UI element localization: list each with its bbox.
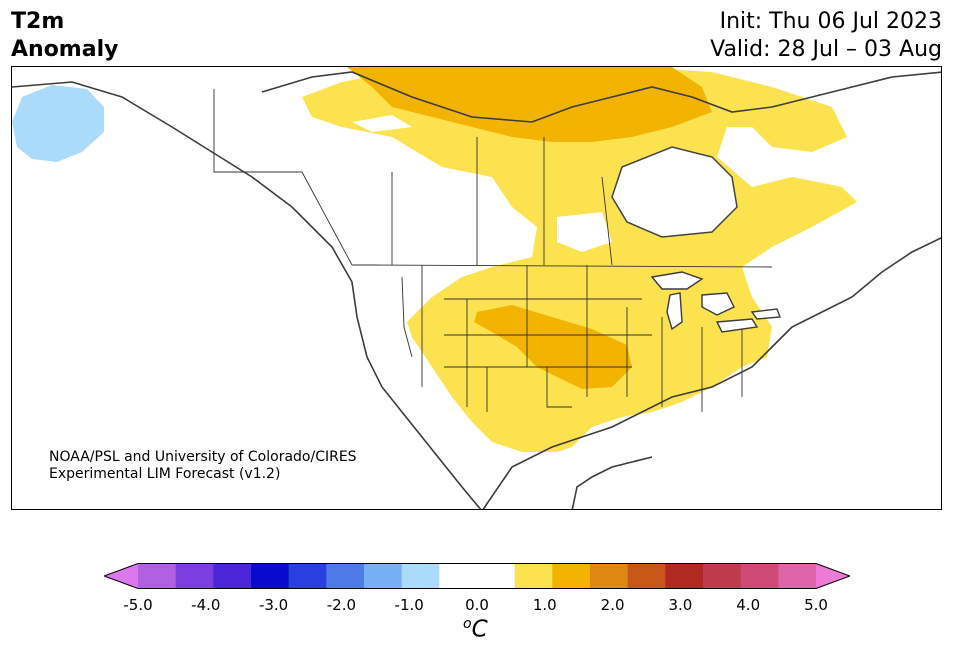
colorbar-segment — [401, 563, 440, 589]
colorbar-segment — [703, 563, 742, 589]
colorbar-segment — [175, 563, 214, 589]
credit-line-1: NOAA/PSL and University of Colorado/CIRE… — [49, 449, 357, 465]
colorbar-tick-label: -5.0 — [123, 596, 153, 614]
colorbar-outline — [104, 563, 850, 589]
colorbar-segment — [477, 563, 516, 589]
map-credit: NOAA/PSL and University of Colorado/CIRE… — [49, 449, 357, 483]
colorbar-tick-label: 0.0 — [465, 596, 489, 614]
colorbar-extend-low — [104, 563, 138, 589]
anomaly-map: NOAA/PSL and University of Colorado/CIRE… — [11, 66, 942, 510]
colorbar-tick-label: 5.0 — [804, 596, 828, 614]
map-canvas — [12, 67, 941, 509]
colorbar-segment — [514, 563, 553, 589]
anomaly-region-minus1c — [12, 85, 104, 162]
colorbar-tick-label: 4.0 — [736, 596, 761, 614]
colorbar — [104, 563, 850, 589]
colorbar-tick-label: -1.0 — [394, 596, 424, 614]
colorbar-segment — [552, 563, 591, 589]
great-lakes — [650, 271, 781, 333]
valid-date: Valid: 28 Jul – 03 Aug — [710, 37, 942, 62]
colorbar-tick-label: 1.0 — [532, 596, 557, 614]
colorbar-segment — [778, 563, 817, 589]
colorbar-segment — [288, 563, 327, 589]
anomaly-region-2c-plains — [474, 305, 632, 389]
colorbar-segment — [665, 563, 704, 589]
colorbar-tick-label: 3.0 — [668, 596, 693, 614]
colorbar-tick-label: -4.0 — [191, 596, 221, 614]
colorbar-segment — [590, 563, 629, 589]
colorbar-segment — [251, 563, 290, 589]
title-line-2: Anomaly — [11, 37, 119, 62]
unit-letter: C — [471, 616, 488, 643]
colorbar-segment — [326, 563, 365, 589]
colorbar-segment — [138, 563, 177, 589]
map-title: T2m Anomaly — [11, 8, 118, 64]
forecast-dates: Init: Thu 06 Jul 2023 Valid: 28 Jul – 03… — [710, 8, 942, 64]
borders — [213, 89, 773, 412]
neutral-gap-1 — [557, 212, 612, 252]
colorbar-segment — [740, 563, 779, 589]
neutral-gap-2 — [352, 115, 412, 132]
credit-line-2: Experimental LIM Forecast (v1.2) — [49, 466, 281, 482]
colorbar-tick-label: -2.0 — [326, 596, 357, 614]
anomaly-region-2c-north — [347, 67, 712, 142]
colorbar-tick-label: 2.0 — [600, 596, 625, 614]
colorbar-extend-high — [816, 563, 850, 589]
colorbar-unit: oC — [463, 616, 488, 643]
unit-degree: o — [463, 616, 472, 632]
coastlines — [12, 71, 941, 509]
hudson-bay — [611, 146, 738, 238]
title-line-1: T2m — [11, 9, 65, 34]
colorbar-segment — [627, 563, 666, 589]
colorbar-tick-label: -3.0 — [258, 596, 289, 614]
init-date: Init: Thu 06 Jul 2023 — [719, 9, 942, 34]
colorbar-segment — [213, 563, 252, 589]
colorbar-segment — [364, 563, 403, 589]
colorbar-segment — [439, 563, 478, 589]
